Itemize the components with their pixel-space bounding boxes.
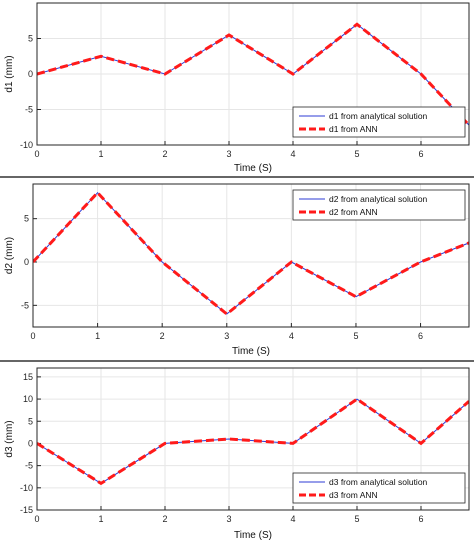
y-axis-label: d1 (mm) (4, 55, 15, 92)
x-tick-label: 6 (418, 514, 423, 524)
ann-series-line (37, 22, 469, 127)
y-tick-label: 0 (28, 69, 33, 79)
x-tick-label: 0 (34, 514, 39, 524)
chart-panel-2: 0 1 2 3 4 5 6 -5 0 5 Time (S) d2 (mm) d2 from analyt… (4, 183, 470, 357)
x-tick-label: 2 (162, 149, 167, 159)
y-tick-label: -10 (20, 140, 33, 150)
legend: d1 from analytical solution d1 from ANN (292, 106, 466, 138)
legend-box (292, 472, 466, 504)
x-tick-label: 3 (226, 514, 231, 524)
x-tick-label: 0 (34, 149, 39, 159)
y-tick-label: 0 (28, 438, 33, 448)
y-tick-label: -15 (20, 505, 33, 515)
x-tick-label: 4 (290, 514, 295, 524)
x-tick-label: 6 (418, 331, 423, 341)
y-tick-label: 0 (24, 257, 29, 267)
x-tick-label: 5 (353, 331, 358, 341)
y-tick-label: 5 (24, 214, 29, 224)
x-tick-label: 1 (98, 149, 103, 159)
ann-series-line (37, 397, 469, 486)
y-tick-label: -10 (20, 483, 33, 493)
legend-entry-label: d1 from ANN (329, 124, 378, 134)
y-tick-label: -5 (25, 461, 33, 471)
x-axis-label: Time (S) (232, 346, 270, 357)
y-tick-label: 5 (28, 34, 33, 44)
x-tick-label: 6 (418, 149, 423, 159)
x-axis-label: Time (S) (234, 530, 272, 541)
x-tick-label: 3 (226, 149, 231, 159)
y-axis-label: d3 (mm) (4, 420, 15, 457)
legend-entry-label: d3 from ANN (329, 490, 378, 500)
y-tick-label: -5 (21, 300, 29, 310)
legend-entry-label: d3 from analytical solution (329, 477, 428, 487)
y-tick-label: 5 (28, 416, 33, 426)
y-tick-label: -5 (25, 105, 33, 115)
axes-frame (36, 367, 470, 511)
x-tick-label: 1 (95, 331, 100, 341)
x-tick-label: 2 (162, 514, 167, 524)
legend-box (292, 106, 466, 138)
legend-entry-label: d1 from analytical solution (329, 111, 428, 121)
legend-entry-label: d2 from analytical solution (329, 194, 428, 204)
x-tick-label: 2 (160, 331, 165, 341)
legend-box (292, 189, 466, 221)
legend: d3 from analytical solution d3 from ANN (292, 472, 466, 504)
y-axis-label: d2 (mm) (4, 237, 15, 274)
x-tick-label: 5 (354, 514, 359, 524)
y-tick-label: 15 (23, 372, 33, 382)
axes-frame (36, 2, 470, 146)
legend-entry-label: d2 from ANN (329, 207, 378, 217)
x-axis-label: Time (S) (234, 163, 272, 174)
y-tick-label: 10 (23, 394, 33, 404)
x-tick-label: 1 (98, 514, 103, 524)
x-tick-label: 4 (290, 149, 295, 159)
chart-panel-1: 0 1 2 3 4 5 6 -10 -5 0 5 Time (S) d1 (mm) d1 from ana… (4, 2, 470, 174)
legend: d2 from analytical solution d2 from ANN (292, 189, 466, 221)
x-tick-label: 0 (30, 331, 35, 341)
chart-panel-3: 0 1 2 3 4 5 6 -15 -10 -5 0 5 10 15 Time (S) d3 (mm) d3 f… (4, 367, 470, 541)
x-tick-label: 5 (354, 149, 359, 159)
x-tick-label: 3 (224, 331, 229, 341)
axes-frame (32, 183, 470, 328)
ann-series-line (33, 190, 469, 316)
x-tick-label: 4 (289, 331, 294, 341)
